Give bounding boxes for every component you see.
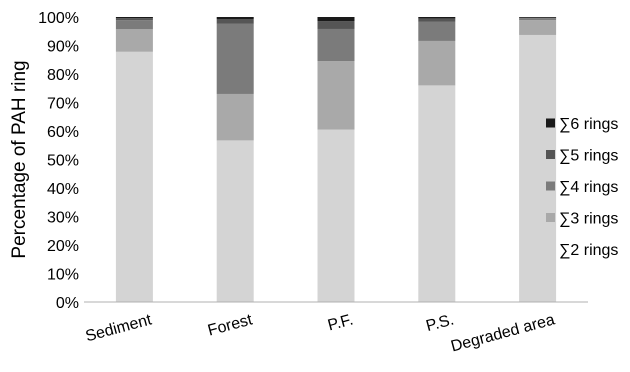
bar-segment bbox=[418, 17, 456, 19]
y-axis-ticks: 0% 10% 20% 30% 40% 50% 60% 70% 80% 90% 100% bbox=[38, 10, 79, 312]
bar-segment bbox=[115, 51, 153, 302]
x-tick-label: P.F. bbox=[326, 311, 355, 334]
bar-segment bbox=[317, 129, 355, 302]
bar-segment bbox=[317, 17, 355, 22]
legend-label: ∑6 rings bbox=[559, 116, 618, 133]
legend-label: ∑4 rings bbox=[559, 179, 618, 196]
legend-label: ∑5 rings bbox=[559, 148, 618, 165]
y-tick-label: 80% bbox=[47, 67, 79, 84]
y-tick-label: 20% bbox=[47, 238, 79, 255]
x-tick-label: P.S. bbox=[424, 311, 456, 335]
y-tick-label: 90% bbox=[47, 39, 79, 56]
bar-segment bbox=[519, 34, 557, 302]
bar-segment bbox=[317, 61, 355, 130]
y-tick-label: 10% bbox=[47, 267, 79, 284]
bar-segment bbox=[317, 28, 355, 62]
bar-segment bbox=[115, 17, 153, 19]
legend-swatch bbox=[546, 181, 555, 191]
x-axis-labels: Sediment Forest P.F. P.S.Degraded area bbox=[84, 311, 557, 355]
legend-swatch bbox=[546, 118, 555, 128]
bar-segment bbox=[115, 20, 153, 30]
bar-segment bbox=[519, 20, 557, 35]
bars-group bbox=[115, 17, 557, 303]
bar-segment bbox=[216, 93, 254, 141]
bar-segment bbox=[115, 18, 153, 21]
y-tick-label: 30% bbox=[47, 210, 79, 227]
bar-segment bbox=[418, 18, 456, 22]
x-tick-label: Degraded area bbox=[449, 311, 557, 355]
legend-label: ∑3 rings bbox=[559, 211, 618, 228]
bar-segment bbox=[519, 17, 557, 19]
y-tick-label: 40% bbox=[47, 181, 79, 198]
y-tick-label: 0% bbox=[56, 295, 79, 312]
y-tick-label: 60% bbox=[47, 124, 79, 141]
legend-label: ∑2 rings bbox=[559, 242, 618, 259]
bar-segment bbox=[115, 29, 153, 52]
bar-segment bbox=[519, 17, 557, 18]
bar-segment bbox=[519, 18, 557, 21]
bar-segment bbox=[216, 18, 254, 24]
bar-segment bbox=[418, 85, 456, 303]
bar-segment bbox=[216, 23, 254, 94]
bar-segment bbox=[317, 21, 355, 29]
y-axis-title: Percentage of PAH ring bbox=[9, 60, 30, 258]
y-tick-label: 50% bbox=[47, 153, 79, 170]
legend: ∑6 rings ∑5 rings ∑4 rings ∑3 rings ∑2 rings bbox=[546, 116, 618, 259]
x-tick-label: Sediment bbox=[84, 311, 154, 345]
x-tick-label: Forest bbox=[206, 311, 255, 339]
y-tick-label: 70% bbox=[47, 96, 79, 113]
bar-segment bbox=[418, 21, 456, 41]
bar-segment bbox=[418, 40, 456, 86]
legend-swatch bbox=[546, 213, 555, 222]
bar-segment bbox=[216, 17, 254, 19]
y-tick-label: 100% bbox=[38, 10, 79, 27]
legend-swatch bbox=[546, 150, 555, 159]
legend-swatch bbox=[546, 244, 555, 254]
bar-segment bbox=[216, 140, 254, 302]
